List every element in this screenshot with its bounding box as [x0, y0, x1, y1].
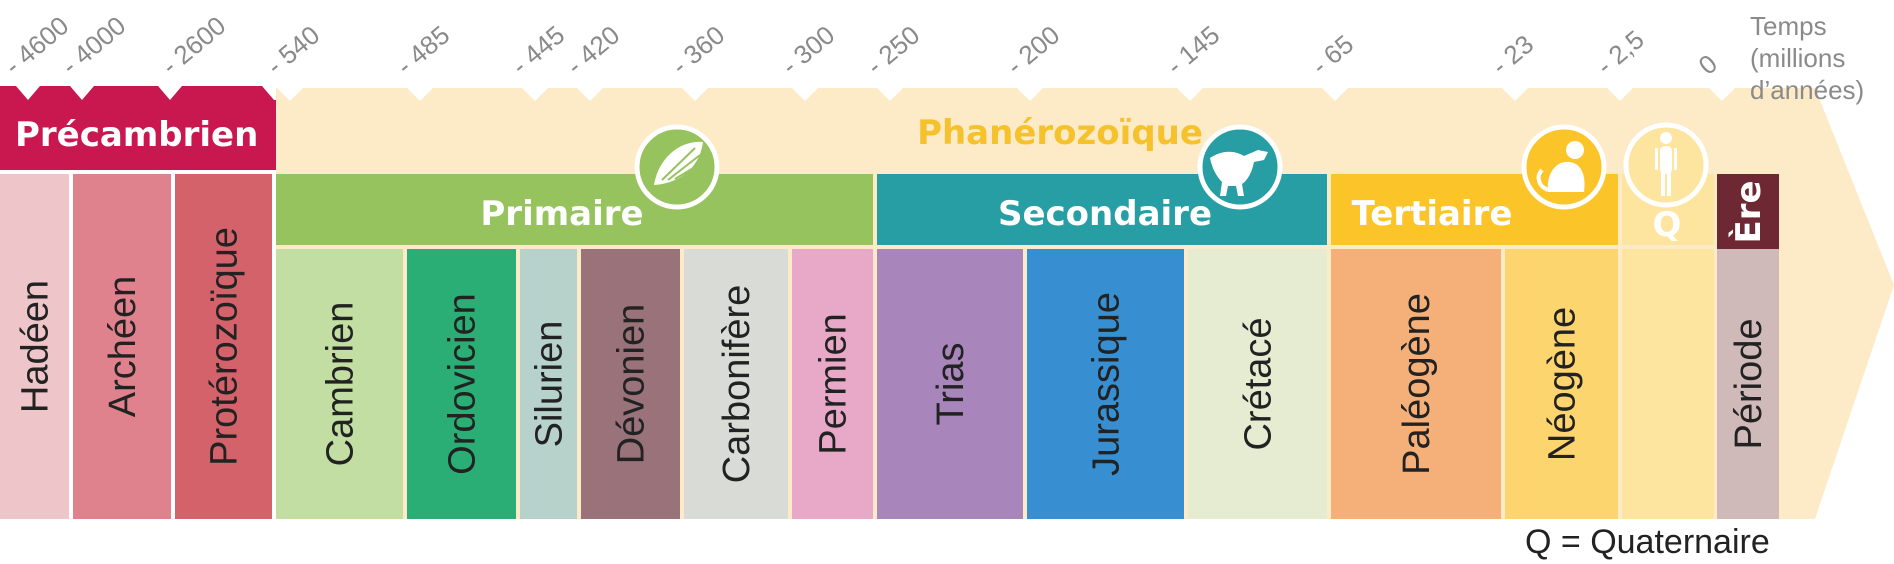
period-proterozoique	[175, 174, 272, 519]
time-tick-notch	[576, 87, 604, 101]
period-trias	[877, 249, 1023, 519]
period-paleogene	[1331, 249, 1501, 519]
time-tick-notch	[1606, 87, 1634, 101]
period-neogene	[1505, 249, 1618, 519]
monkey-icon	[1521, 124, 1607, 210]
time-tick-label: - 420	[561, 20, 626, 81]
period-archeen-label: Archéen	[102, 276, 144, 418]
period-carbonifere-label: Carbonifère	[716, 285, 758, 484]
period-silurien-label: Silurien	[529, 321, 571, 448]
time-tick-label: - 2,5	[1591, 24, 1650, 80]
trilobite-icon	[634, 124, 720, 210]
period-cretace	[1188, 249, 1327, 519]
period-quaternaire	[1622, 249, 1714, 519]
period-jurassique-label: Jurassique	[1086, 292, 1128, 476]
time-tick-notch	[681, 87, 709, 101]
time-tick-label: 0	[1693, 48, 1723, 80]
period-ordovicien	[407, 249, 516, 519]
period-paleogene-label: Paléogène	[1396, 293, 1438, 475]
phanerozoique-label: Phanérozoïque	[917, 113, 1203, 153]
period-archeen	[73, 174, 171, 519]
time-tick-notch	[876, 87, 904, 101]
time-tick-notch	[1501, 87, 1529, 101]
precambrien-header	[0, 86, 276, 170]
dinosaur-icon	[1197, 124, 1283, 210]
axis-label-line-3: d’années)	[1750, 75, 1864, 105]
time-tick-label: - 300	[776, 20, 841, 81]
time-tick-label: - 65	[1306, 29, 1360, 81]
time-tick-label: - 445	[506, 20, 571, 81]
precambrien-label: Précambrien	[15, 115, 258, 155]
legend-era-label: Ère	[1728, 180, 1769, 243]
time-tick-label: - 4600	[0, 10, 74, 80]
period-carbonifere	[684, 249, 788, 519]
period-permien	[792, 249, 873, 519]
legend-era-box	[1717, 174, 1779, 249]
time-tick-notch	[521, 87, 549, 101]
axis-label-line-2: (millions	[1750, 43, 1845, 73]
period-jurassique	[1027, 249, 1184, 519]
time-axis: - 4600- 4000 - 2600 - 540 - 485 - 445- 420 - …	[0, 10, 1723, 80]
period-hadeen-label: Hadéen	[15, 280, 57, 413]
time-tick-label: - 485	[391, 20, 456, 81]
period-hadeen	[0, 174, 69, 519]
axis-label-line-1: Temps	[1750, 11, 1827, 41]
era-secondaire-label: Secondaire	[998, 194, 1212, 234]
period-ordovicien-label: Ordovicien	[442, 293, 484, 475]
period-trias-label: Trias	[930, 342, 972, 425]
time-tick-notch	[1708, 87, 1736, 101]
time-tick-notch	[1321, 87, 1349, 101]
legend-period-label: Période	[1728, 319, 1770, 450]
time-tick-notch	[1176, 87, 1204, 101]
era-primaire-label: Primaire	[480, 194, 643, 234]
period-cretace-label: Crétacé	[1238, 317, 1280, 450]
time-tick-notch	[791, 87, 819, 101]
time-tick-label: - 540	[261, 20, 326, 81]
time-tick-label: - 200	[1001, 20, 1066, 81]
period-permien-label: Permien	[813, 313, 855, 455]
time-tick-label: - 4000	[56, 10, 132, 80]
period-proterozoique-label: Protérozoïque	[204, 227, 246, 466]
phanerozoic-notches	[276, 87, 1736, 101]
time-tick-notch	[406, 87, 434, 101]
era-quaternaire-label: Q	[1653, 205, 1682, 245]
time-tick-notch	[276, 87, 304, 101]
time-tick-label: - 2600	[156, 10, 232, 80]
quaternaire-note: Q = Quaternaire	[1525, 523, 1770, 561]
time-tick-label: - 145	[1161, 20, 1226, 81]
period-devonien	[581, 249, 680, 519]
time-tick-label: - 360	[666, 20, 731, 81]
era-tertiaire-label: Tertiaire	[1352, 194, 1513, 234]
era-primaire	[276, 174, 873, 245]
period-devonien-label: Dévonien	[611, 304, 653, 465]
period-neogene-label: Néogène	[1542, 307, 1584, 461]
periods-row: Hadéen Archéen Protérozoïque Cambrien Ordovi…	[0, 174, 1770, 519]
legend-period-box	[1717, 249, 1779, 519]
period-cambrien	[276, 249, 403, 519]
period-cambrien-label: Cambrien	[320, 302, 362, 467]
time-tick-label: - 23	[1486, 29, 1540, 81]
period-silurien	[520, 249, 577, 519]
time-tick-label: - 250	[861, 20, 926, 81]
time-tick-notch	[1016, 87, 1044, 101]
human-icon	[1623, 122, 1709, 208]
